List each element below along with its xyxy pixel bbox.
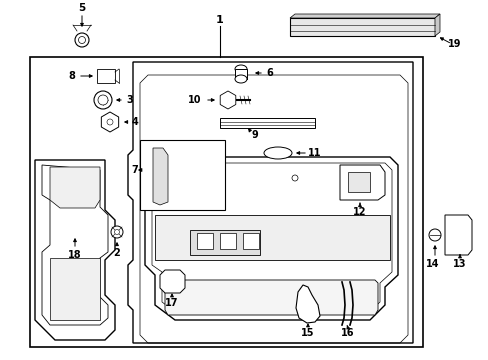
Bar xyxy=(235,69,246,79)
Text: 5: 5 xyxy=(78,3,85,13)
Text: 10: 10 xyxy=(188,95,202,105)
Text: 18: 18 xyxy=(68,250,81,260)
Ellipse shape xyxy=(114,230,119,234)
Polygon shape xyxy=(220,91,235,109)
Text: 6: 6 xyxy=(266,68,273,78)
Polygon shape xyxy=(153,148,168,205)
Text: 8: 8 xyxy=(68,71,75,81)
Bar xyxy=(243,233,259,249)
Text: 12: 12 xyxy=(352,207,366,217)
Polygon shape xyxy=(295,285,319,323)
Bar xyxy=(220,233,236,249)
Polygon shape xyxy=(128,62,412,343)
Polygon shape xyxy=(444,215,471,255)
Bar xyxy=(97,69,115,83)
Ellipse shape xyxy=(428,229,440,241)
Polygon shape xyxy=(35,160,115,340)
Polygon shape xyxy=(140,140,224,210)
Bar xyxy=(289,18,434,36)
Polygon shape xyxy=(339,165,384,200)
Ellipse shape xyxy=(111,226,123,238)
Ellipse shape xyxy=(291,175,297,181)
Text: 13: 13 xyxy=(452,259,466,269)
Ellipse shape xyxy=(79,36,85,44)
Ellipse shape xyxy=(235,65,246,73)
Text: 19: 19 xyxy=(447,39,461,49)
Text: 7: 7 xyxy=(131,165,138,175)
Text: 2: 2 xyxy=(113,248,120,258)
Bar xyxy=(190,230,260,255)
Polygon shape xyxy=(434,14,439,36)
Polygon shape xyxy=(101,112,119,132)
Polygon shape xyxy=(50,167,100,208)
Ellipse shape xyxy=(94,91,112,109)
Text: 17: 17 xyxy=(165,298,179,308)
Bar xyxy=(197,233,213,249)
Text: 14: 14 xyxy=(426,259,439,269)
Bar xyxy=(30,57,422,347)
Text: 16: 16 xyxy=(341,328,354,338)
Bar xyxy=(347,172,369,192)
Bar xyxy=(220,118,314,128)
Text: 4: 4 xyxy=(131,117,138,127)
Ellipse shape xyxy=(75,33,89,47)
Ellipse shape xyxy=(235,75,246,83)
Text: 1: 1 xyxy=(216,15,224,25)
Polygon shape xyxy=(164,280,377,315)
Polygon shape xyxy=(50,258,100,320)
Bar xyxy=(155,215,389,260)
Polygon shape xyxy=(160,270,184,293)
Text: 11: 11 xyxy=(307,148,321,158)
Text: 15: 15 xyxy=(301,328,314,338)
Ellipse shape xyxy=(264,147,291,159)
Ellipse shape xyxy=(98,95,108,105)
Text: 9: 9 xyxy=(251,130,258,140)
Polygon shape xyxy=(289,14,439,18)
Text: 3: 3 xyxy=(126,95,133,105)
Ellipse shape xyxy=(107,119,113,125)
Polygon shape xyxy=(145,157,397,320)
